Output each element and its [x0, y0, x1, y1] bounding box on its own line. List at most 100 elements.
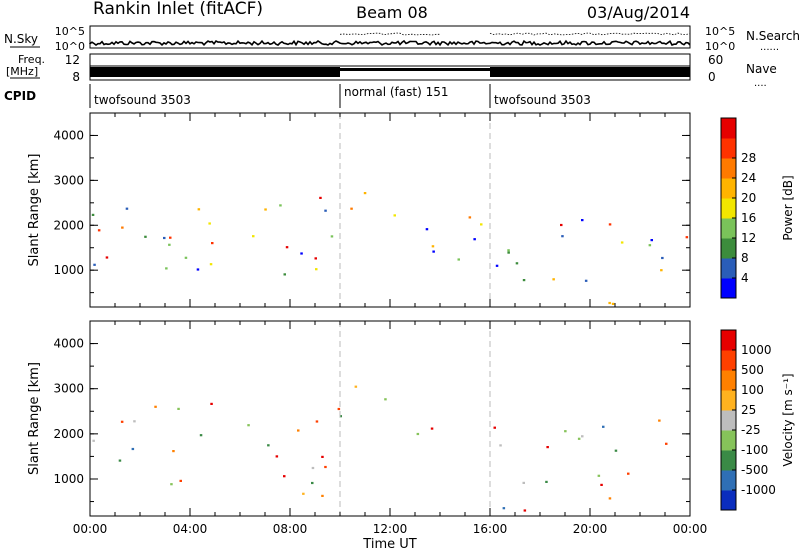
colorbar-swatch	[721, 278, 736, 299]
heatmap-cell	[507, 249, 510, 252]
colorbar-tick-label: 20	[741, 191, 756, 205]
freq-trace	[90, 65, 690, 77]
heatmap-cell	[523, 509, 527, 512]
freq-tick-bottom: 8	[72, 70, 80, 84]
heatmap-cell	[480, 223, 483, 226]
heatmap-cell	[658, 419, 661, 422]
heatmap-cell	[515, 262, 519, 265]
nsearch-line-1	[339, 32, 440, 36]
heatmap-cell	[495, 264, 499, 267]
beam-title: Beam 08	[356, 3, 428, 22]
heatmap-cell	[425, 228, 429, 231]
heatmap-cell	[581, 219, 584, 222]
heatmap-cell	[577, 437, 581, 440]
nave-tick-bottom: 0	[708, 70, 716, 84]
heatmap-cell	[172, 450, 175, 453]
y-axis-label: Slant Range [km]	[27, 362, 42, 475]
heatmap-cell	[685, 236, 689, 239]
heatmap-cell	[92, 439, 95, 442]
heatmap-cell	[499, 444, 502, 447]
cpid-row: twofsound 3503 normal (fast) 151 twofsound…	[89, 84, 591, 108]
heatmap-cell	[283, 273, 286, 276]
heatmap-cell	[660, 269, 663, 272]
heatmap-cell	[105, 256, 109, 259]
heatmap-cell	[118, 459, 122, 462]
x-tick-label: 00:00	[673, 522, 708, 536]
heatmap-cell	[600, 483, 603, 486]
heatmap-cell	[507, 251, 510, 254]
heatmap-cell	[324, 465, 327, 469]
heatmap-cell	[319, 196, 322, 199]
colorbar-swatch	[721, 370, 736, 391]
heatmap-cell	[315, 420, 319, 423]
x-tick-label: 04:00	[173, 522, 208, 536]
y-tick-label: 1000	[53, 263, 84, 277]
heatmap-cell	[560, 223, 563, 227]
colorbar-tick-label: 8	[741, 251, 749, 265]
nsky-label: N.Sky	[4, 32, 38, 46]
heatmap-cell	[648, 244, 652, 247]
heatmap-cell	[339, 415, 342, 418]
freq-unit: [MHz]	[6, 65, 38, 78]
heatmap-cell	[354, 385, 358, 388]
heatmap-cell	[561, 235, 564, 238]
colorbar-tick-label: -500	[741, 463, 768, 477]
heatmap-cell	[165, 267, 168, 270]
velocity-colorbar: 1000 500 100 25 -25 -100 -500 -1000 Velocity [m …	[720, 329, 795, 511]
heatmap-cell	[275, 455, 279, 458]
heatmap-cell	[620, 241, 624, 244]
heatmap-cell	[169, 236, 172, 239]
heatmap-cell	[302, 492, 305, 495]
heatmap-cell	[493, 426, 496, 429]
nsky-line	[89, 39, 691, 47]
colorbar-swatch	[721, 258, 736, 279]
colorbar-swatch	[721, 390, 736, 411]
cpid-segment-label: twofsound 3503	[94, 93, 191, 107]
y-tick-label: 3000	[53, 173, 84, 187]
colorbar-tick-label: 16	[741, 211, 756, 225]
heatmap-cell	[665, 442, 668, 445]
colorbar-swatch	[721, 430, 736, 451]
colorbar-tick-label: 12	[741, 231, 756, 245]
colorbar-swatch	[721, 138, 736, 159]
x-tick-label: 16:00	[473, 522, 508, 536]
heatmap-cell	[468, 216, 472, 219]
heatmap-cell	[608, 301, 611, 305]
heatmap-cell	[614, 449, 618, 452]
colorbar-tick-label: 1000	[741, 343, 772, 357]
panel-frame	[89, 112, 691, 308]
colorbar-label: Velocity [m s⁻¹]	[781, 373, 795, 466]
y-tick-label: 1000	[53, 472, 84, 486]
y-tick-label: 3000	[53, 382, 84, 396]
date-title: 03/Aug/2014	[587, 3, 690, 22]
x-tick-label: 12:00	[373, 522, 408, 536]
nave-legend-dots: ....	[754, 78, 767, 89]
heatmap-cell	[363, 192, 367, 195]
cpid-label: CPID	[4, 89, 36, 103]
heatmap-cell	[611, 302, 615, 305]
x-axis-label: Time UT	[362, 537, 416, 552]
heatmap-cell	[597, 474, 601, 477]
heatmap-cell	[416, 432, 420, 436]
x-tick-label: 08:00	[273, 522, 308, 536]
heatmap-cell	[184, 256, 188, 259]
y-tick-label: 4000	[53, 337, 84, 351]
x-tick-label: 20:00	[573, 522, 608, 536]
nsearch-line-2	[489, 32, 691, 36]
heatmap-cell	[584, 279, 588, 282]
colorbar-frame	[720, 117, 737, 299]
heatmap-cell	[546, 446, 549, 449]
colorbar-swatch	[721, 118, 736, 139]
colorbar-swatch	[721, 410, 736, 431]
colorbar-frame	[720, 329, 737, 511]
heatmap-cell	[564, 430, 567, 433]
heatmap-cell	[163, 236, 166, 240]
colorbar-tick-label: 4	[741, 271, 749, 285]
cpid-segment-label: twofsound 3503	[494, 93, 591, 107]
heatmap-cell	[321, 455, 324, 458]
colorbar-swatch	[721, 158, 736, 179]
heatmap-cell	[473, 238, 476, 241]
heatmap-cell	[608, 497, 612, 500]
colorbar-tick-label: 25	[741, 403, 756, 417]
